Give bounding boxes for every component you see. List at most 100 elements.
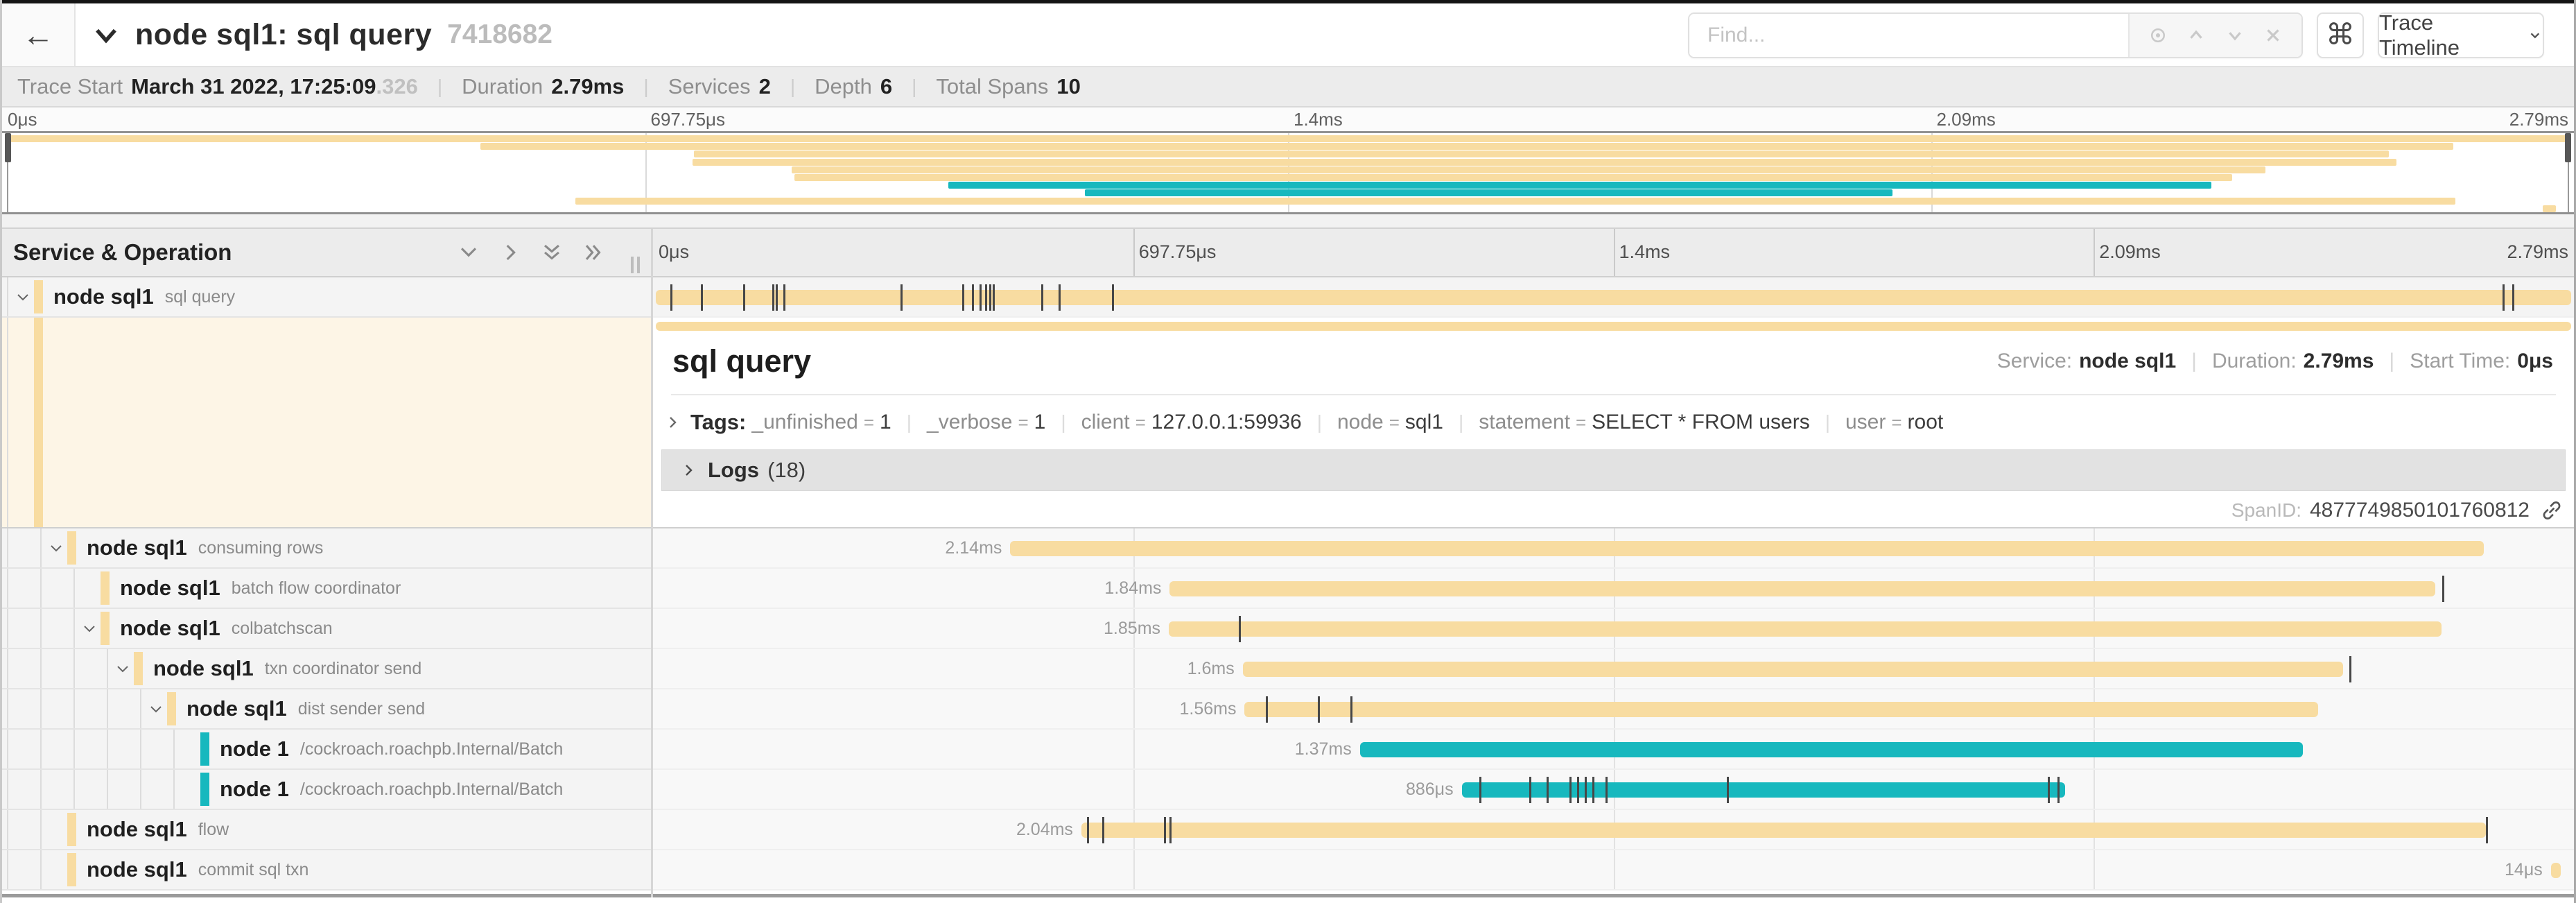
log-tick: [1576, 777, 1579, 803]
log-tick: [2047, 777, 2050, 803]
tick-label: 697.75μs: [1138, 241, 1217, 262]
indent-guide: [40, 730, 42, 768]
keyboard-shortcuts-button[interactable]: ⌘: [2317, 12, 2364, 58]
span-bar-row[interactable]: 886μs: [653, 770, 2574, 810]
span-bar-row[interactable]: 1.84ms: [653, 569, 2574, 609]
span-tree-row[interactable]: node 1/cockroach.roachpb.Internal/Batch: [2, 730, 651, 770]
info-value: 6: [880, 74, 893, 98]
span-tree-row[interactable]: node sql1 sql query: [2, 277, 651, 318]
row-chevron-icon[interactable]: [114, 661, 131, 678]
span-bar[interactable]: [2550, 863, 2561, 878]
logs-section[interactable]: Logs (18): [661, 449, 2566, 491]
link-icon[interactable]: [2541, 499, 2563, 522]
service-label: Service:: [1996, 350, 2073, 372]
command-icon: ⌘: [2326, 17, 2355, 51]
row-chevron-icon[interactable]: [81, 621, 98, 637]
collapse-one-icon[interactable]: [457, 241, 480, 264]
log-tick: [2349, 656, 2351, 682]
tags-items: _unfinished = 1 | _verbose = 1 | client = 127.0.0.…: [751, 411, 1943, 434]
back-button[interactable]: ←: [2, 3, 76, 66]
info-label: Trace Start: [17, 74, 123, 98]
info-label: Depth: [815, 74, 872, 98]
tree-collapse-controls: [457, 241, 605, 264]
span-bar-row[interactable]: 1.6ms: [653, 649, 2574, 689]
minimap-span: [794, 174, 2232, 181]
span-bar-row[interactable]: 2.04ms: [653, 810, 2574, 850]
span-operation: dist sender send: [297, 698, 426, 719]
panel-divider[interactable]: [651, 229, 653, 897]
tick-label: 0μs: [8, 109, 37, 130]
span-tree-row[interactable]: node sql1 dist sender send: [2, 689, 651, 730]
span-id-value: 4877749850101760812: [2309, 499, 2530, 522]
prev-result-icon[interactable]: [2186, 25, 2207, 46]
collapse-all-icon[interactable]: [540, 241, 564, 264]
span-tree-row[interactable]: node 1/cockroach.roachpb.Internal/Batch: [2, 770, 651, 810]
tag-item: _unfinished = 1: [751, 411, 891, 433]
span-bar[interactable]: [1010, 541, 2484, 556]
tags-section[interactable]: Tags: _unfinished = 1 | _verbose = 1 | client = 12…: [664, 404, 2556, 441]
log-tick: [993, 284, 995, 311]
row-chevron-icon[interactable]: [48, 540, 64, 557]
view-range-left-scrubber[interactable]: [5, 133, 11, 162]
row-chevron-icon[interactable]: [15, 289, 31, 306]
minimap-span: [791, 166, 2265, 173]
column-resize-grip[interactable]: [631, 257, 640, 273]
span-service: node sql1: [87, 817, 187, 841]
span-bar-row[interactable]: [653, 277, 2574, 318]
trace-page-header: ← node sql1: sql query 7418682 ⌘ Trace T…: [2, 3, 2574, 67]
span-duration-label: 2.14ms: [945, 538, 1002, 558]
log-tick: [985, 284, 988, 311]
indent-guide: [40, 569, 42, 608]
span-bar[interactable]: [1242, 662, 2344, 677]
span-tree-row[interactable]: node sql1 commit sql txn: [2, 850, 651, 891]
span-tree-row[interactable]: node sql1 flow: [2, 810, 651, 850]
span-bar[interactable]: [1359, 742, 2304, 757]
view-range-right-scrubber[interactable]: [2565, 133, 2571, 162]
span-bar-row[interactable]: 1.56ms: [653, 689, 2574, 730]
trace-summary-bar: Trace Start March 31 2022, 17:25:09.326 | D…: [2, 67, 2574, 108]
indent-guide: [107, 649, 108, 688]
span-service: node sql1: [120, 576, 220, 600]
span-bar[interactable]: [1169, 581, 2436, 596]
span-bar[interactable]: [656, 290, 2571, 305]
span-tree-row[interactable]: node sql1 batch flow coordinator: [2, 569, 651, 609]
span-bar-row[interactable]: 14μs: [653, 850, 2574, 891]
minimap-span: [693, 158, 2396, 166]
span-bar-row[interactable]: 1.37ms: [653, 730, 2574, 770]
log-tick: [743, 284, 746, 311]
log-tick: [783, 284, 786, 311]
span-detail-panel: sql query Service: node sql1 | Duration:…: [653, 318, 2574, 528]
selected-span-bar[interactable]: [656, 322, 2571, 331]
clear-search-icon[interactable]: [2263, 25, 2283, 46]
log-tick: [2485, 817, 2488, 843]
span-bar-row[interactable]: 1.85ms: [653, 609, 2574, 649]
span-bar[interactable]: [1081, 823, 2486, 838]
info-value: 2: [758, 74, 771, 98]
indent-guide: [73, 689, 75, 728]
tag-item: _verbose = 1: [927, 411, 1046, 433]
span-bar-row[interactable]: 2.14ms: [653, 528, 2574, 569]
span-service: node 1: [220, 777, 289, 801]
info-value: March 31 2022, 17:25:09.326: [131, 74, 418, 98]
span-id-label: SpanID:: [2231, 499, 2301, 521]
span-bar[interactable]: [1461, 782, 2065, 798]
collapse-trace-chevron-icon[interactable]: [91, 20, 121, 51]
log-tick: [2503, 284, 2505, 311]
span-bar[interactable]: [1169, 621, 2442, 637]
next-result-icon[interactable]: [2225, 25, 2245, 46]
span-tree-row[interactable]: node sql1 txn coordinator send: [2, 649, 651, 689]
minimap-canvas[interactable]: [2, 131, 2574, 214]
span-bar[interactable]: [1244, 702, 2319, 717]
expand-all-icon[interactable]: [582, 241, 605, 264]
expand-one-icon[interactable]: [498, 241, 522, 264]
span-tree-row[interactable]: node sql1 consuming rows: [2, 528, 651, 569]
find-input[interactable]: [1689, 14, 2128, 57]
tick-label: 2.09ms: [2099, 241, 2161, 262]
duration-label: Duration:: [2211, 350, 2297, 372]
row-chevron-icon[interactable]: [148, 701, 164, 718]
horizontal-scrollbar[interactable]: [2, 894, 2574, 897]
locate-icon[interactable]: [2148, 25, 2168, 46]
span-tree-row[interactable]: node sql1 colbatchscan: [2, 609, 651, 649]
minimap-span: [480, 143, 2453, 150]
view-select-button[interactable]: Trace Timeline: [2378, 10, 2544, 60]
